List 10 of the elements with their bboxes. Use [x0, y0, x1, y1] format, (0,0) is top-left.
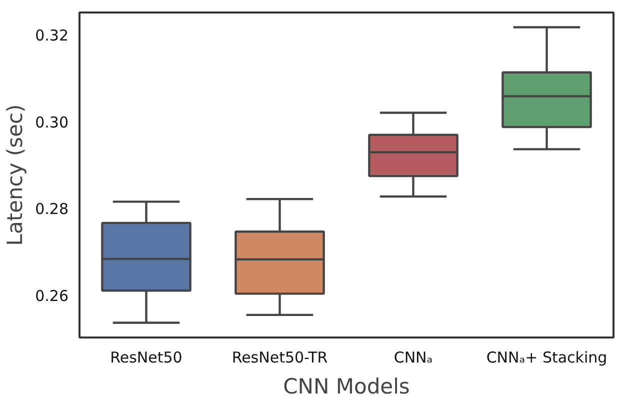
y-tick-label: 0.26 [35, 286, 69, 305]
x-tick-label: ResNet50-TR [232, 348, 328, 366]
y-tick-label: 0.32 [35, 26, 69, 45]
y-axis-title: Latency (sec) [3, 104, 28, 246]
x-tick-label: CNNₐ+ Stacking [486, 348, 608, 366]
x-tick-label: CNNₐ [394, 348, 433, 366]
x-axis-title: CNN Models [283, 374, 410, 398]
x-tick-label: ResNet50 [110, 348, 182, 366]
y-tick-label: 0.30 [35, 113, 69, 132]
y-tick-label: 0.28 [35, 200, 69, 218]
